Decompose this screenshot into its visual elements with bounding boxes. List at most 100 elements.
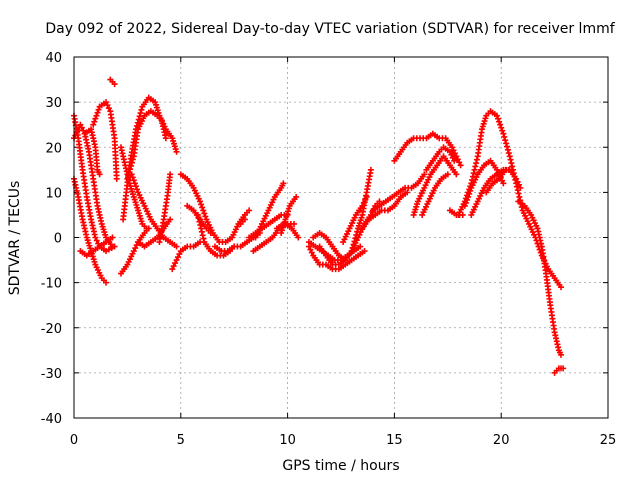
data-point [450,147,457,154]
data-point [135,116,142,123]
data-point [348,248,355,255]
y-tick-label: 20 [45,141,62,156]
data-point [93,112,100,119]
data-point [494,115,501,122]
data-point [516,193,523,200]
data-point [104,102,111,109]
data-point [362,196,369,203]
data-point [500,130,507,137]
series-arc-35 [419,171,451,218]
data-point [451,150,458,157]
data-point [170,263,177,270]
series-arc-42 [515,198,565,358]
data-point [167,216,174,223]
series-arc-06 [90,99,120,182]
series-arc-15 [169,239,204,273]
data-point [90,121,97,128]
data-point [446,148,453,155]
series-arc-04 [77,234,116,259]
data-point [456,159,463,166]
data-point [498,124,505,131]
data-point [134,186,141,193]
chart-title: Day 092 of 2022, Sidereal Day-to-day VTE… [45,21,615,37]
data-point [466,190,473,197]
data-point [357,243,364,250]
series-arc-11 [124,108,169,182]
data-point [202,213,209,220]
series-arc-14 [156,171,174,246]
series-arc-31 [359,189,411,232]
data-point [351,238,358,245]
data-point [473,160,480,167]
data-point [359,202,366,209]
data-point [465,193,472,200]
data-point [137,110,144,117]
data-point [169,266,176,273]
x-tick-label: 20 [493,433,510,448]
data-point [173,148,180,155]
y-tick-label: -20 [41,322,62,337]
data-point [506,153,513,160]
series-arc-07 [107,76,118,88]
data-points [71,76,567,376]
data-point [353,231,360,238]
data-point [197,222,204,229]
data-point [421,171,428,178]
y-tick-label: -10 [41,277,62,292]
data-point [133,242,140,249]
data-point [111,81,118,88]
data-point [473,156,480,163]
data-point [162,135,169,142]
data-point [246,207,253,214]
y-tick-label: 40 [45,51,62,66]
y-tick-label: 10 [45,186,62,201]
data-point [558,284,565,291]
data-point [449,154,456,161]
data-point [80,127,87,134]
data-point [199,204,206,211]
data-point [103,99,110,106]
data-point [200,207,207,214]
data-point [174,254,181,261]
data-point [457,162,464,169]
data-point [280,180,287,187]
data-point [308,249,315,256]
data-point [516,181,522,188]
data-point [198,225,205,232]
series-arc-43 [551,365,567,376]
data-point [129,174,136,181]
data-point [134,119,141,126]
data-point [197,198,204,205]
data-point [472,163,479,170]
x-tick-label: 10 [279,433,296,448]
data-point [93,237,100,244]
series-arc-03 [71,121,116,250]
y-tick-label: -40 [41,412,62,427]
data-point [499,127,506,134]
data-point [128,159,135,166]
data-point [503,140,510,147]
data-point [508,160,515,167]
data-point [515,190,522,197]
data-point [502,137,509,144]
data-point [560,365,567,372]
data-point [130,177,137,184]
data-point [461,202,468,209]
y-tick-label: -30 [41,367,62,382]
data-point [497,121,504,128]
data-point [454,156,461,163]
data-point [464,196,471,203]
data-point [363,193,370,200]
data-point [367,166,374,173]
data-point [198,201,205,208]
series-arc-17 [184,202,214,236]
data-point [500,180,507,187]
data-point [94,109,101,116]
data-point [361,248,368,255]
data-point [92,115,99,122]
data-point [558,351,565,358]
plot-frame [73,56,609,419]
series-arc-40 [461,157,507,209]
data-point [291,220,298,227]
